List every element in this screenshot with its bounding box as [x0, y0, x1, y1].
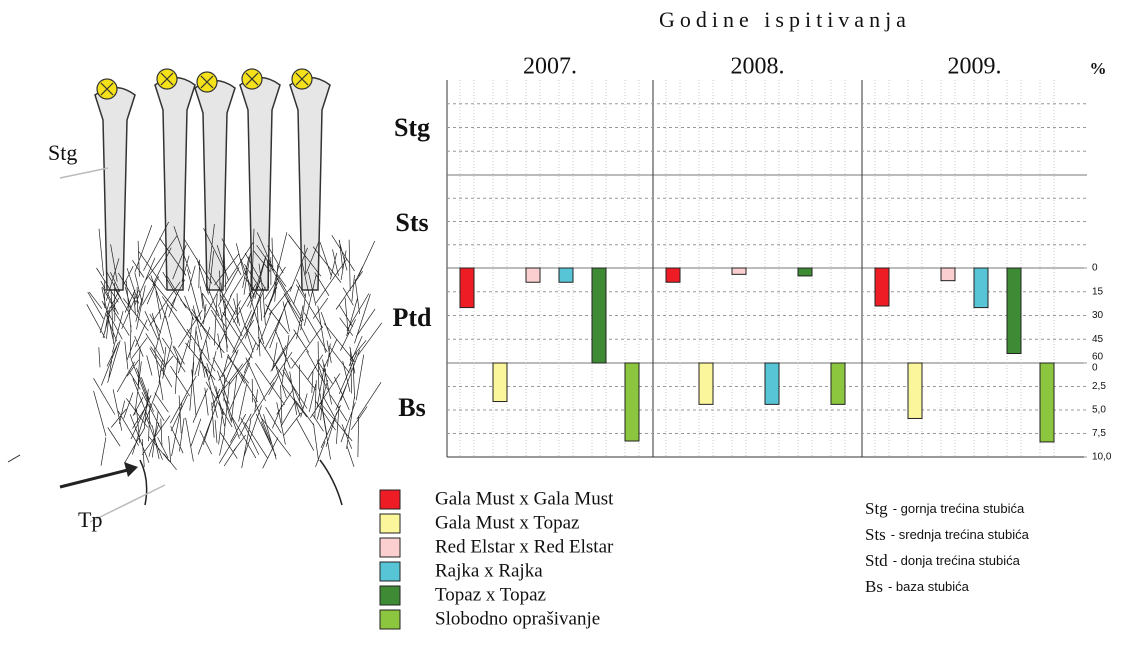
chart-title: Godine ispitivanja [659, 7, 911, 32]
row-label: Ptd [393, 303, 433, 332]
abbreviation-key: Std [865, 551, 888, 570]
bar [624, 362, 640, 442]
bar [830, 362, 846, 405]
legend-swatch [379, 513, 401, 534]
stigma-mark [100, 82, 114, 96]
illustration-label: Stg [48, 140, 77, 165]
abbreviation: Sts - srednja trećina stubića [865, 525, 1030, 544]
abbreviation: Stg - gornja trećina stubića [865, 499, 1025, 518]
abbreviation-text: - baza stubića [888, 579, 970, 594]
abbreviation-key: Sts [865, 525, 886, 544]
row-label: Bs [398, 393, 425, 422]
legend-label: Gala Must x Gala Must [435, 488, 614, 509]
bar [558, 267, 574, 283]
y-tick-label: 10,0 [1092, 452, 1112, 463]
abbreviation-key: Stg [865, 499, 888, 518]
style-tube [239, 76, 281, 291]
stigma-mark [295, 72, 309, 86]
hairs [86, 221, 382, 470]
abbreviation-text: - gornja trećina stubića [893, 501, 1025, 516]
abbreviation: Std - donja trećina stubića [865, 551, 1021, 570]
y-tick-label: 15 [1092, 286, 1104, 297]
bar [492, 362, 508, 403]
bar [874, 267, 890, 307]
bar [973, 267, 989, 309]
abbreviation-key: Bs [865, 577, 883, 596]
legend-swatch [379, 609, 401, 630]
bar [940, 267, 956, 282]
abbreviation: Bs - baza stubića [865, 577, 970, 596]
year-label: 2008. [731, 54, 785, 80]
style-tube [289, 76, 331, 291]
year-label: 2009. [948, 54, 1002, 80]
arrowhead [124, 462, 138, 477]
arrow [59, 468, 129, 489]
y-tick-label: 7,5 [1092, 428, 1106, 439]
bar [591, 267, 607, 364]
legend-swatch [379, 489, 401, 510]
stigma-mark [245, 72, 259, 86]
bar [1039, 362, 1055, 443]
style-tube [94, 86, 136, 291]
y-tick-label: 30 [1092, 310, 1104, 321]
row-label: Sts [395, 208, 428, 237]
stigma-mark [160, 72, 174, 86]
pointer [7, 454, 21, 463]
bar [525, 267, 541, 283]
illustration-label: Tp [78, 507, 102, 532]
y-tick-label: 60 [1092, 352, 1104, 363]
bar [698, 362, 714, 405]
y-tick-label: 0 [1092, 363, 1098, 374]
year-label: 2007. [523, 54, 577, 80]
stigma-mark [200, 75, 214, 89]
legend-label: Gala Must x Topaz [435, 512, 580, 533]
bar [1006, 267, 1022, 354]
y-tick-label: 45 [1092, 334, 1104, 345]
illustration [7, 68, 382, 523]
bar [907, 362, 923, 419]
legend-label: Rajka x Rajka [435, 560, 543, 581]
style-tube [194, 79, 236, 291]
bar [459, 267, 475, 309]
y-tick-label: 0 [1092, 263, 1098, 274]
legend-swatch [379, 537, 401, 558]
y-tick-label: 2,5 [1092, 381, 1106, 392]
pointer [59, 167, 166, 523]
y-tick-label: 5,0 [1092, 405, 1106, 416]
base-outline [139, 459, 343, 506]
abbreviation-text: - donja trećina stubića [893, 553, 1021, 568]
bar [731, 267, 747, 275]
bar [764, 362, 780, 405]
legend-label: Slobodno oprašivanje [435, 608, 600, 629]
legend-label: Topaz x Topaz [435, 584, 546, 605]
bar [665, 267, 681, 283]
legend-label: Red Elstar x Red Elstar [435, 536, 614, 557]
row-label: Stg [394, 113, 430, 142]
legend-swatch [379, 561, 401, 582]
bar [797, 267, 813, 277]
abbreviation-text: - srednja trećina stubića [891, 527, 1030, 542]
legend-swatch [379, 585, 401, 606]
unit-label: % [1090, 59, 1107, 78]
